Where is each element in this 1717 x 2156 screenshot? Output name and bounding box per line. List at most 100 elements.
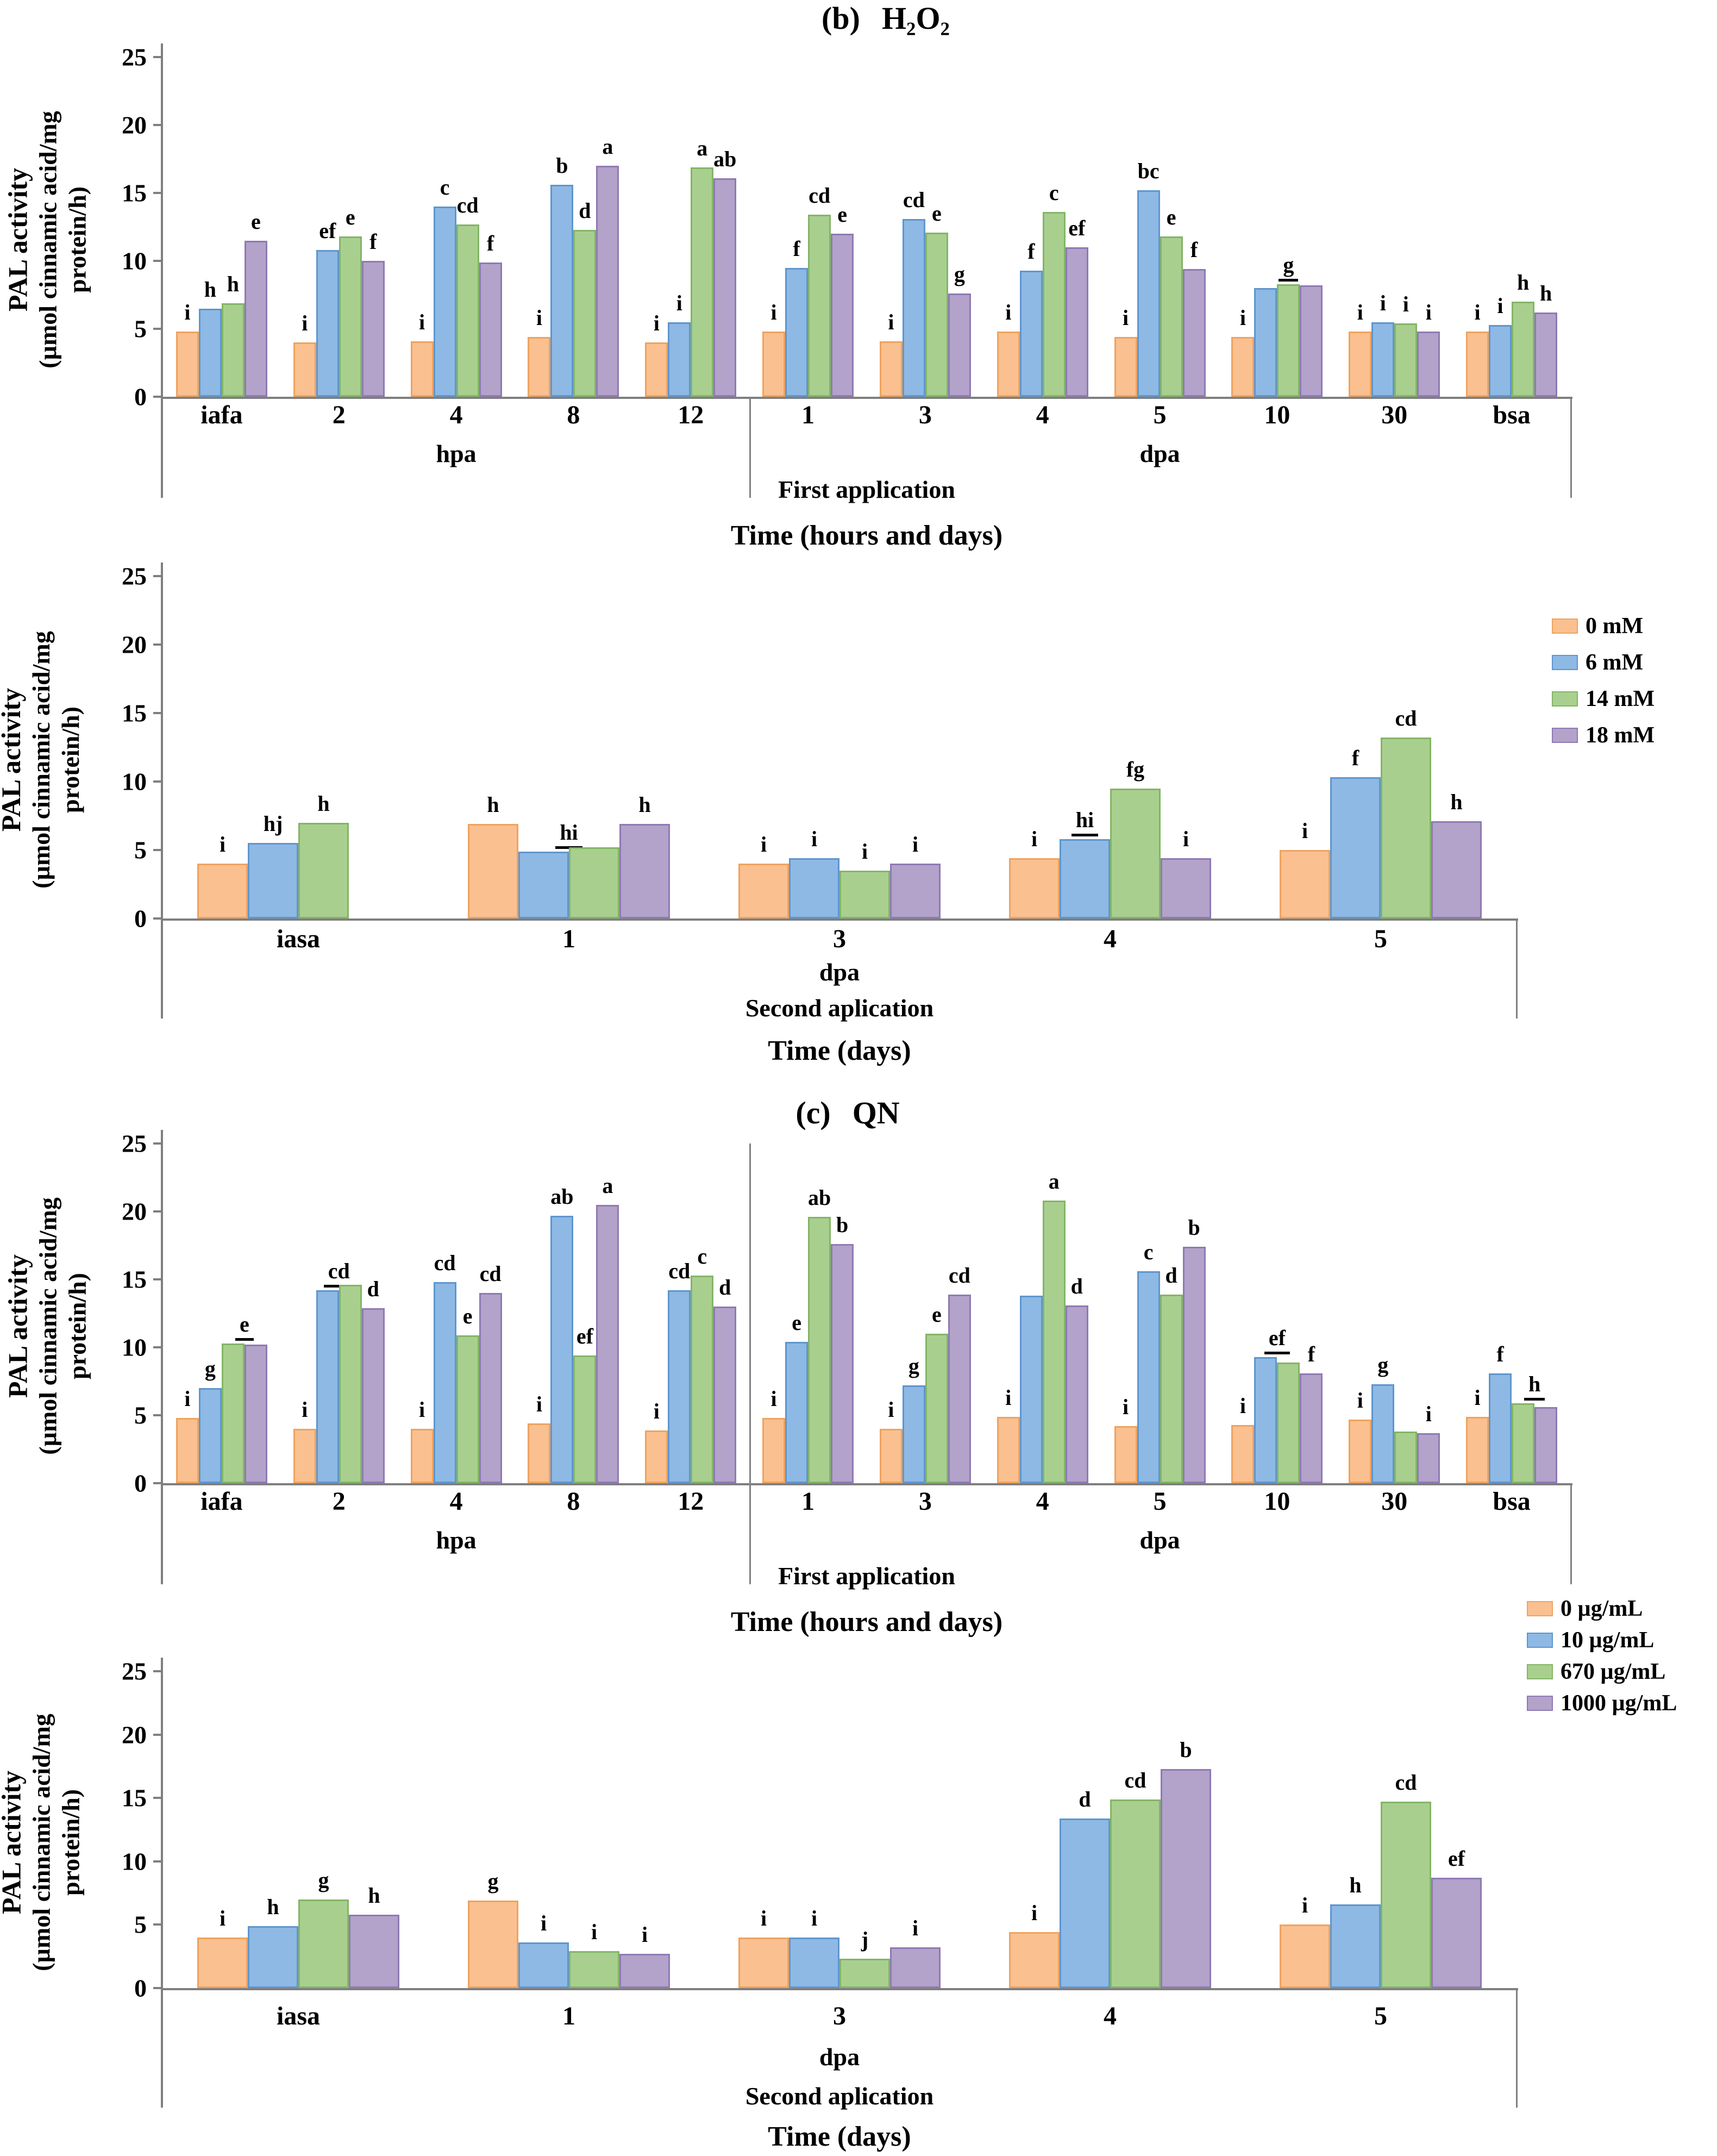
significance-letter-text: i: [770, 1386, 777, 1411]
significance-letter-text: a: [697, 135, 708, 160]
y-axis-label: PAL activity (µmol cinnamic acid/mg prote…: [0, 1684, 85, 2001]
significance-letter: i: [1363, 300, 1494, 325]
bar: [1161, 1768, 1211, 1988]
significance-letter: g: [428, 1869, 559, 1894]
y-axis-line: [161, 563, 163, 1018]
bar: [839, 870, 890, 918]
significance-letter: b: [777, 1213, 907, 1238]
significance-letter: ab: [660, 147, 790, 172]
chart-title-text: H₂O₂: [881, 1, 950, 36]
y-axis-line: [161, 1130, 163, 1584]
y-axis-tick-label: 10: [122, 1847, 147, 1876]
significance-letter-text: i: [1031, 1901, 1038, 1926]
y-axis-tick-label: 20: [122, 1721, 147, 1749]
significance-letter-text: cd: [434, 1251, 456, 1275]
significance-letter: e: [872, 201, 1002, 226]
significance-letter: ab: [497, 1184, 627, 1209]
bar: [890, 1947, 941, 1988]
significance-letter: h: [145, 277, 275, 302]
significance-letter-text: i: [419, 309, 425, 334]
bar: [221, 303, 245, 397]
legend-swatch: [1552, 728, 1578, 743]
bar: [176, 1418, 199, 1483]
y-axis-tick-label: 25: [122, 562, 147, 590]
significance-letter: bc: [1083, 159, 1214, 184]
y-axis-tick: [153, 192, 162, 194]
significance-letter-text: h: [1450, 790, 1463, 815]
x-category-label: bsa: [1493, 401, 1531, 429]
y-axis-label-line1: PAL activity: [2, 167, 33, 311]
significance-letter: i: [969, 827, 1100, 852]
significance-letter: cd: [1070, 1768, 1201, 1793]
bar: [808, 215, 831, 397]
x-category-label: 1: [801, 401, 815, 429]
x-section-label: dpa: [1139, 1526, 1180, 1554]
significance-letter: c: [989, 180, 1119, 205]
bar: [1381, 738, 1431, 918]
significance-letter-text: g: [1377, 1352, 1389, 1377]
significance-letter: d: [519, 198, 650, 223]
significance-letter: i: [240, 1397, 370, 1422]
significance-letter: i: [699, 832, 829, 857]
bar: [1182, 1247, 1206, 1483]
significance-letter-text: h: [1349, 1873, 1362, 1898]
legend-label: 0 µg/mL: [1561, 1596, 1643, 1621]
axis-bracket-right: [1570, 397, 1572, 498]
bar: [879, 1429, 903, 1483]
significance-letter-text: g: [318, 1867, 329, 1892]
bar: [1065, 247, 1088, 397]
significance-letter: h: [208, 1895, 339, 1920]
y-axis-tick-label: 25: [122, 43, 147, 71]
significance-letter-text: i: [1474, 1385, 1481, 1410]
significance-letter-text: cd: [948, 1263, 970, 1288]
bar: [1349, 332, 1372, 397]
bar: [197, 1937, 248, 1988]
significance-letter: ef: [1012, 216, 1142, 241]
x-category-label: 1: [562, 2002, 575, 2030]
bar: [1417, 1433, 1440, 1483]
x-section-label: dpa: [819, 2043, 860, 2071]
significance-letter-text: h: [317, 791, 330, 816]
significance-letter-text: cd: [456, 192, 479, 217]
y-axis-tick-label: 15: [122, 1784, 147, 1812]
legend-swatch: [1527, 1664, 1553, 1679]
bar: [1330, 777, 1381, 918]
bar: [433, 1282, 456, 1483]
significance-letter: hj: [208, 811, 339, 836]
bar: [1394, 323, 1418, 397]
significance-letter: i: [1240, 818, 1370, 843]
significance-letter-text: i: [536, 1392, 542, 1416]
x-axis-title: Time (hours and days): [730, 1607, 1003, 1638]
bar: [831, 1244, 854, 1483]
bar: [1110, 788, 1161, 918]
significance-letter-text: d: [579, 198, 591, 223]
significance-letter-text: g: [487, 1869, 499, 1894]
y-axis-tick-label: 20: [122, 630, 147, 659]
bar: [691, 167, 714, 397]
significance-letter: i: [479, 1911, 609, 1936]
significance-letter: i: [699, 1906, 829, 1931]
x-category-label: 3: [833, 924, 846, 953]
legend-label: 1000 µg/mL: [1561, 1691, 1677, 1716]
bar: [1009, 858, 1060, 918]
significance-letter: a: [637, 136, 767, 161]
bar: [1231, 1424, 1255, 1483]
significance-letter: b: [497, 153, 627, 178]
significance-letter-text: j: [861, 1927, 869, 1952]
significance-letter-text: i: [811, 1905, 818, 1930]
y-axis-tick: [153, 1482, 162, 1484]
significance-letter-text: i: [1497, 293, 1503, 318]
significance-letter-text: cd: [809, 183, 831, 208]
significance-letter: fg: [1070, 757, 1201, 782]
significance-letter-text: f: [1190, 238, 1198, 262]
y-axis-tick: [153, 1670, 162, 1672]
x-category-label: bsa: [1493, 1487, 1531, 1516]
bar: [1231, 337, 1255, 397]
significance-letter-text: h: [204, 277, 217, 302]
significance-letter-text: i: [1005, 300, 1012, 324]
y-axis-tick: [153, 1210, 162, 1213]
significance-letter: f: [1246, 1342, 1376, 1367]
significance-letter: i: [1295, 300, 1425, 325]
significance-letter: h: [1392, 790, 1522, 815]
significance-letter: i: [1340, 292, 1471, 317]
